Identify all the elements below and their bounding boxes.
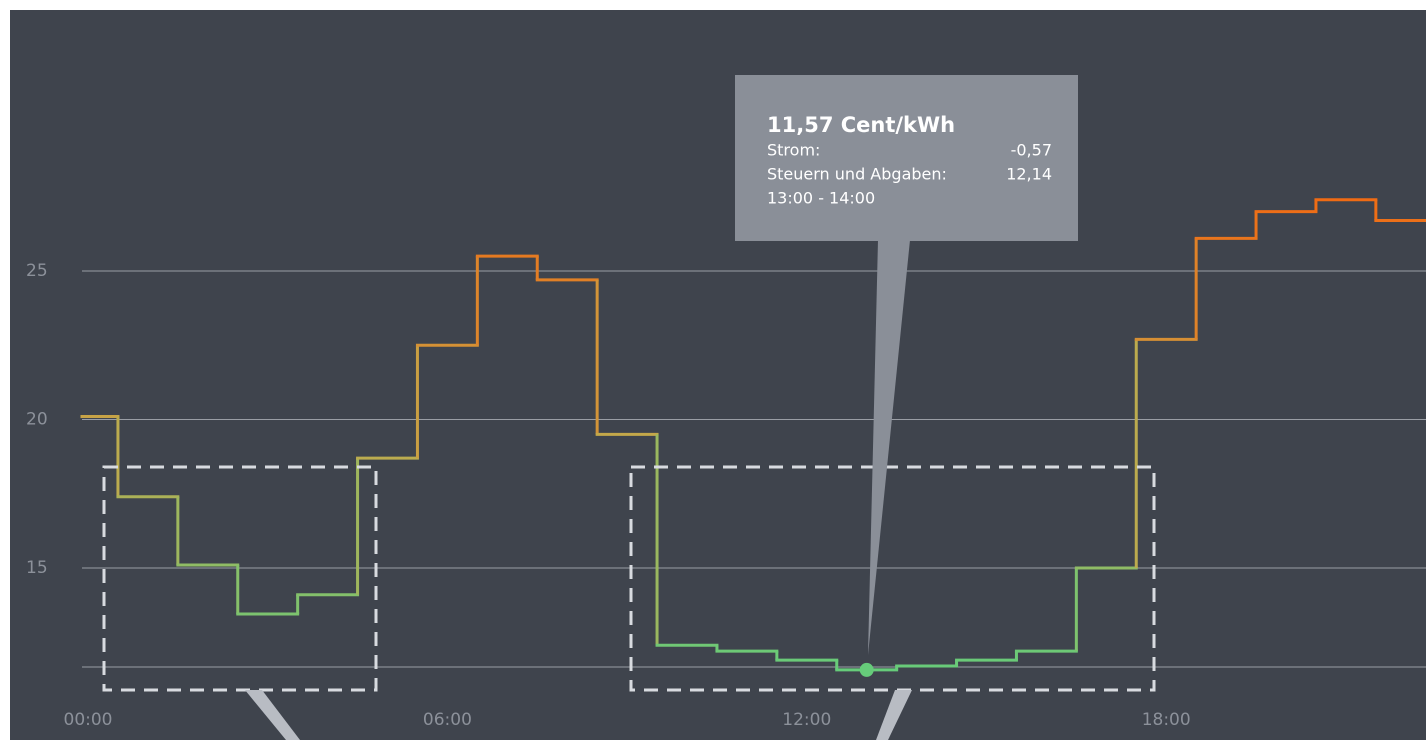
x-tick-label: 12:00 bbox=[782, 710, 831, 730]
y-tick-label: 25 bbox=[26, 261, 48, 281]
pointer bbox=[245, 690, 300, 740]
background bbox=[10, 10, 1426, 740]
tooltip-box bbox=[735, 75, 1078, 241]
y-tick-label: 15 bbox=[26, 558, 48, 578]
x-tick-label: 18:00 bbox=[1142, 710, 1191, 730]
tooltip-time: 13:00 - 14:00 bbox=[767, 189, 875, 208]
tooltip-pointer bbox=[868, 240, 910, 655]
tooltip: 11,57 Cent/kWh Strom: -0,57 Steuern und … bbox=[735, 75, 1078, 655]
tooltip-value: -0,57 bbox=[1011, 141, 1052, 160]
y-tick-label: 20 bbox=[26, 410, 48, 430]
tooltip-value: 12,14 bbox=[1006, 165, 1052, 184]
highlight-box bbox=[629, 465, 1156, 692]
pointer bbox=[876, 690, 912, 740]
x-tick-label: 06:00 bbox=[423, 710, 472, 730]
tooltip-title: 11,57 Cent/kWh bbox=[767, 113, 955, 137]
tooltip-label: Strom: bbox=[767, 141, 820, 160]
highlight-box bbox=[102, 465, 378, 692]
x-tick-label: 00:00 bbox=[64, 710, 113, 730]
tooltip-label: Steuern und Abgaben: bbox=[767, 165, 947, 184]
highlight-point bbox=[859, 662, 874, 677]
